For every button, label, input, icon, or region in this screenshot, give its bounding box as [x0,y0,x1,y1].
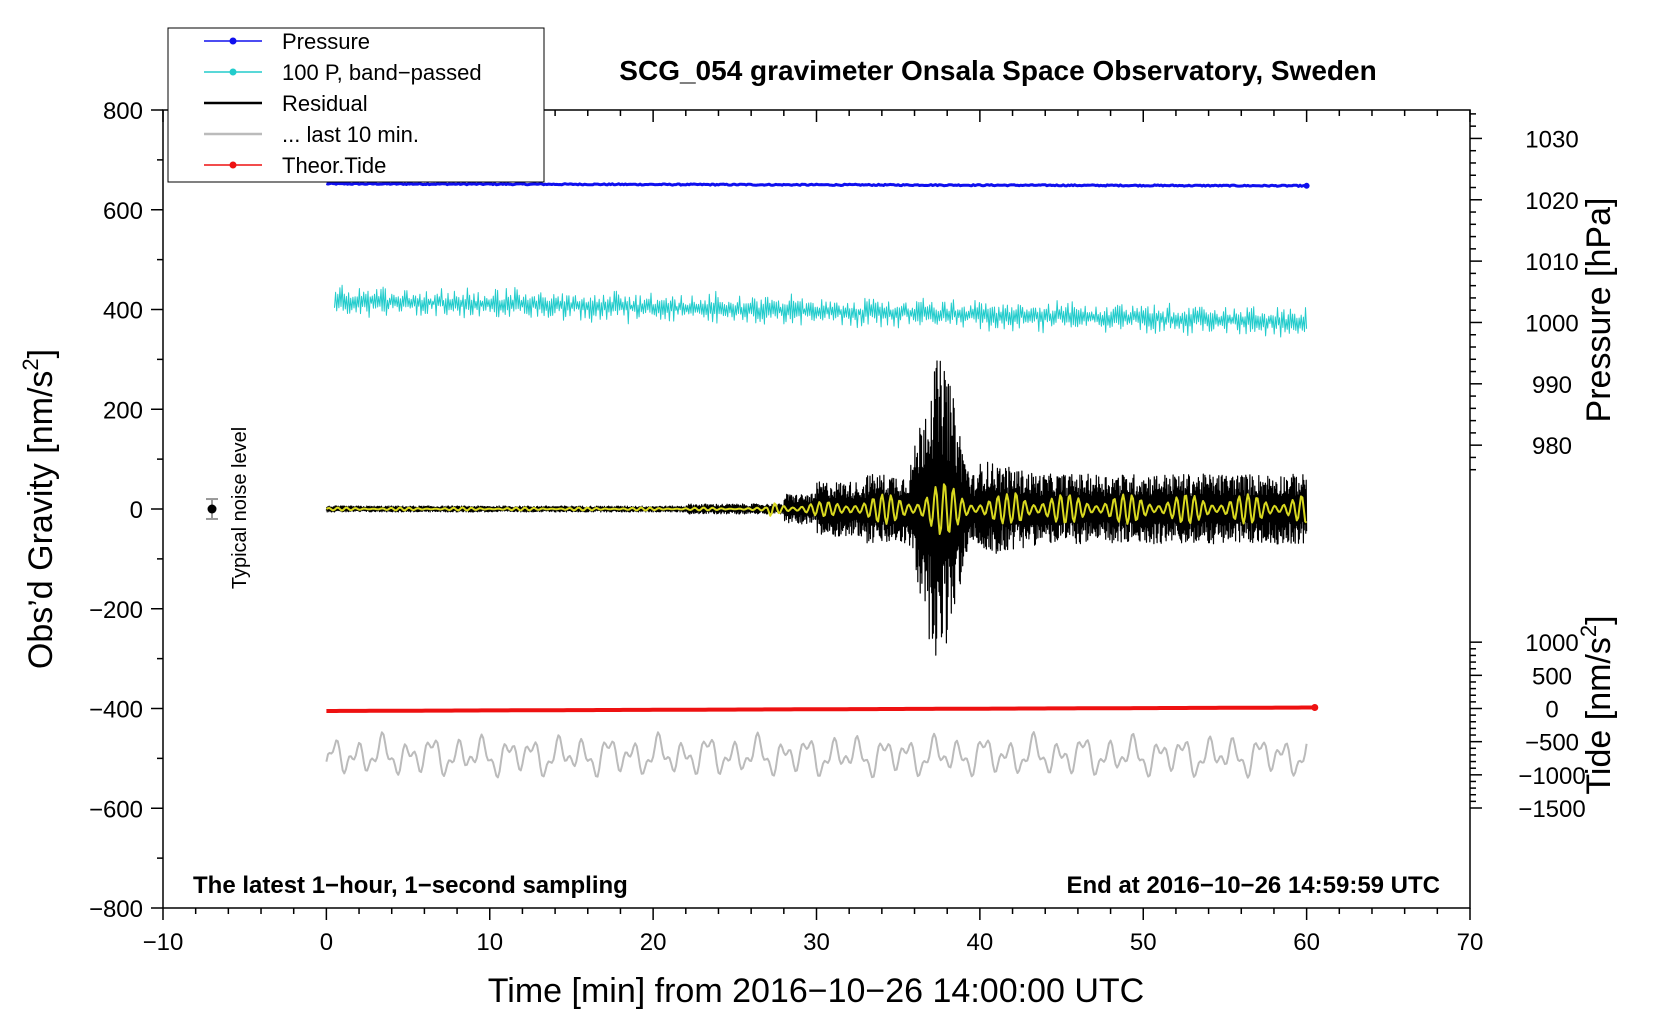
chart-title: SCG_054 gravimeter Onsala Space Observat… [619,55,1376,86]
noise-level-marker [206,498,219,520]
legend: Pressure 100 P, band−passed Residual ... la… [167,27,545,183]
x-tick-label: 30 [803,929,830,956]
series-pressure-bandpassed [334,284,1308,338]
legend-label: Residual [282,91,368,116]
sampling-note: The latest 1−hour, 1−second sampling [193,872,628,899]
y-tick-label: 600 [103,198,143,225]
x-tick-label: 20 [640,929,667,956]
series-pressure [325,181,1307,188]
series-theor-tide-marker [1311,704,1319,712]
series-last-10-min [325,731,1308,779]
pressure-tick-label: 1030 [1525,126,1578,153]
y-tick-label: 200 [103,397,143,424]
pressure-tick-label: 1010 [1525,249,1578,276]
x-tick-label: 50 [1130,929,1157,956]
series-layer [325,181,1319,779]
end-time-note: End at 2016−10−26 14:59:59 UTC [1066,872,1440,899]
y-axis-gravity: 800 600 400 200 0 −200 −400 −600 −800 [89,98,163,923]
y-axis-tide: 1000 500 0 −500 −1000 −1500 [1470,630,1586,823]
legend-marker [229,161,237,169]
y-axis-pressure: 1030 1020 1010 1000 990 980 [1470,113,1579,471]
x-tick-label: 0 [320,929,333,956]
y-label-gravity-sup: 2 [18,358,43,370]
y-tick-label: 800 [103,98,143,125]
tide-tick-label: 0 [1545,697,1558,724]
series-residual-last-10-min [325,483,1308,535]
y-axis-label-pressure: Pressure [hPa] [1580,198,1618,423]
y-tick-label: −800 [89,896,143,923]
x-tick-label: 10 [476,929,503,956]
legend-marker [229,37,237,45]
y-label-tide-main: Tide [nm/s [1580,637,1618,794]
noise-point [207,504,217,514]
x-tick-label: −10 [143,929,184,956]
legend-label: 100 P, band−passed [282,60,482,85]
y-axis-label-tide: Tide [nm/s2] [1576,615,1618,794]
legend-label: Pressure [282,29,370,54]
tide-tick-label: −500 [1525,730,1579,757]
x-axis-label: Time [min] from 2016−10−26 14:00:00 UTC [488,972,1144,1010]
y-label-tide-end: ] [1580,615,1618,624]
legend-label: ... last 10 min. [282,122,419,147]
y-tick-label: −600 [89,796,143,823]
x-tick-label: 60 [1293,929,1320,956]
x-tick-label: 70 [1457,929,1484,956]
y-label-tide-sup: 2 [1576,625,1601,637]
y-tick-label: 400 [103,298,143,325]
legend-marker [229,68,237,76]
x-tick-label: 40 [967,929,994,956]
tide-tick-label: 500 [1532,663,1572,690]
y-tick-label: −400 [89,697,143,724]
pressure-tick-label: 1020 [1525,188,1578,215]
legend-box [167,27,545,183]
pressure-tick-label: 990 [1532,372,1572,399]
tide-tick-label: 1000 [1525,630,1578,657]
y-axis-label-gravity: Obs’d Gravity [nm/s2] [18,349,60,669]
noise-level-label: Typical noise level [229,427,251,589]
legend-label: Theor.Tide [282,153,386,178]
y-tick-label: −200 [89,597,143,624]
y-tick-label: 0 [130,497,143,524]
series-pressure-marker [1303,182,1310,189]
tide-tick-label: −1000 [1518,763,1585,790]
y-label-gravity-end: ] [22,349,60,358]
pressure-tick-label: 1000 [1525,310,1578,337]
tide-tick-label: −1500 [1518,796,1585,823]
pressure-tick-label: 980 [1532,433,1572,460]
series-theor-tide [326,705,1315,713]
y-label-gravity-main: Obs’d Gravity [nm/s [22,371,60,670]
series-residual [325,360,1308,656]
